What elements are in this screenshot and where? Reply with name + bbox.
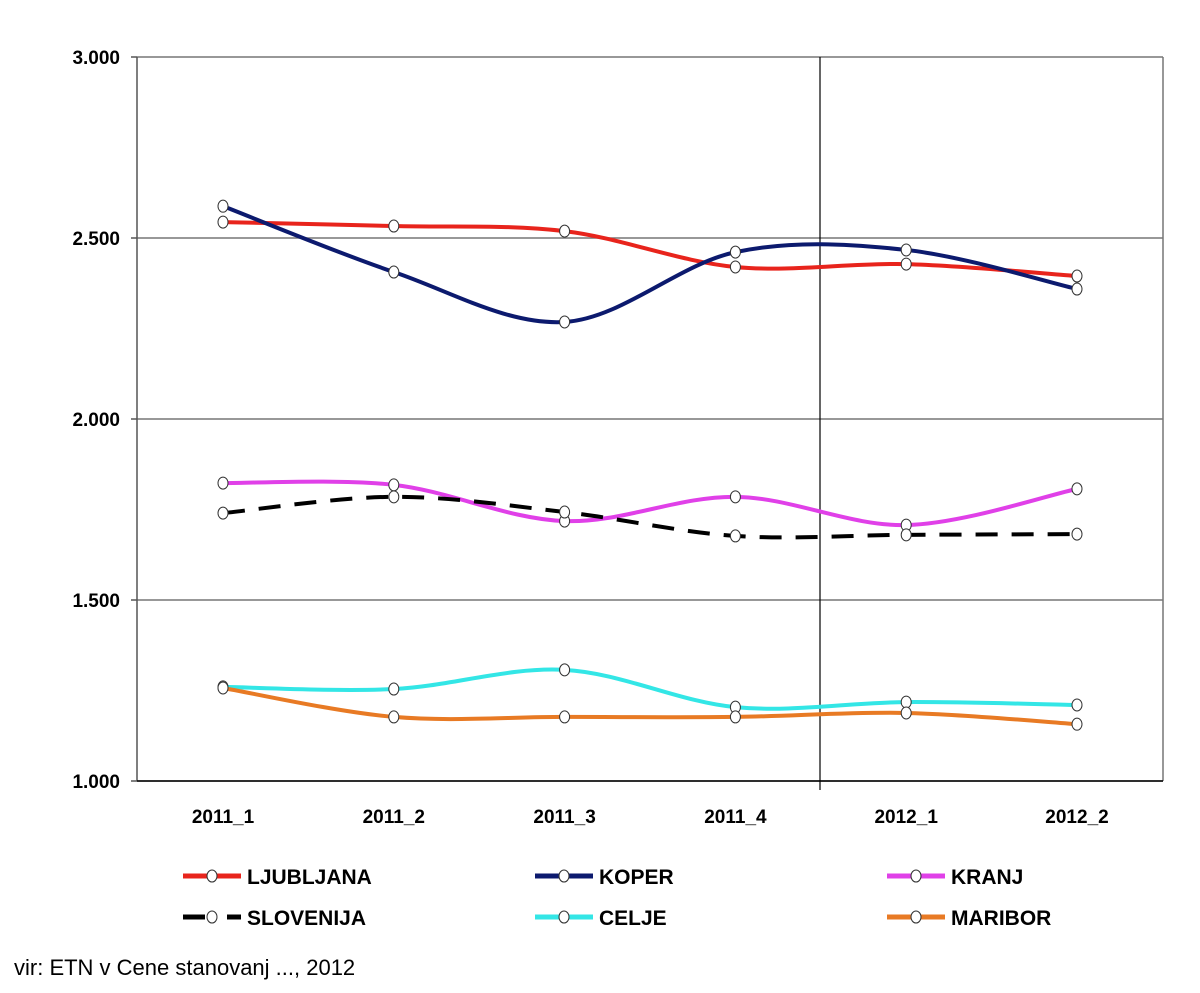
y-tick-label: 1.000 [72,772,120,793]
y-tick-label: 1.500 [72,591,120,612]
data-point-celje [559,663,571,677]
data-point-maribor [559,710,571,724]
data-point-ljubljana [1071,269,1083,283]
data-point-ljubljana [900,257,912,271]
data-point-ljubljana [388,219,400,233]
data-point-maribor [900,706,912,720]
y-tick-label: 3.000 [72,48,120,69]
data-point-koper [217,199,229,213]
data-point-maribor [1071,717,1083,731]
data-point-kranj [1071,482,1083,496]
data-point-koper [559,315,571,329]
data-point-slovenija [729,529,741,543]
legend-marker-slovenija [206,910,218,924]
source-note: vir: ETN v Cene stanovanj ..., 2012 [14,955,356,980]
series-line-kranj [222,479,1078,528]
data-point-koper [388,265,400,279]
data-point-kranj [729,490,741,504]
x-tick-label: 2011_3 [533,807,595,828]
x-tick-label: 2011_1 [192,807,255,828]
data-point-maribor [388,710,400,724]
y-tick-label: 2.000 [72,410,120,431]
x-tick-label: 2012_1 [874,807,938,828]
series-line-celje [222,667,1078,711]
data-point-ljubljana [559,224,571,238]
legend-marker-koper [558,869,570,883]
data-point-ljubljana [217,215,229,229]
legend-label-kranj: KRANJ [951,866,1023,889]
data-point-koper [1071,282,1083,296]
legend-marker-kranj [910,869,922,883]
data-point-slovenija [217,506,229,520]
legend-label-ljubljana: LJUBLJANA [247,866,372,889]
series-line-slovenija [222,494,1078,540]
data-point-maribor [729,710,741,724]
data-point-slovenija [388,490,400,504]
legend-marker-maribor [910,910,922,924]
legend-label-koper: KOPER [599,866,674,889]
series-line-koper [222,204,1078,325]
data-point-kranj [388,478,400,492]
legend-marker-ljubljana [206,869,218,883]
data-point-koper [900,243,912,257]
x-tick-label: 2012_2 [1045,807,1108,828]
legend-label-slovenija: SLOVENIJA [247,907,366,930]
data-point-slovenija [559,505,571,519]
x-tick-label: 2011_2 [363,807,425,828]
data-point-ljubljana [729,260,741,274]
data-point-slovenija [900,528,912,542]
series-line-ljubljana [222,220,1078,279]
legend-marker-celje [558,910,570,924]
legend-label-maribor: MARIBOR [951,907,1051,930]
x-tick-label: 2011_4 [704,807,767,828]
series-line-maribor [222,685,1078,727]
data-point-slovenija [1071,527,1083,541]
data-point-celje [1071,698,1083,712]
data-point-celje [900,695,912,709]
data-point-koper [729,245,741,259]
data-point-celje [388,682,400,696]
data-point-maribor [217,681,229,695]
y-tick-label: 2.500 [72,229,120,250]
legend-label-celje: CELJE [599,907,667,930]
data-point-kranj [217,476,229,490]
